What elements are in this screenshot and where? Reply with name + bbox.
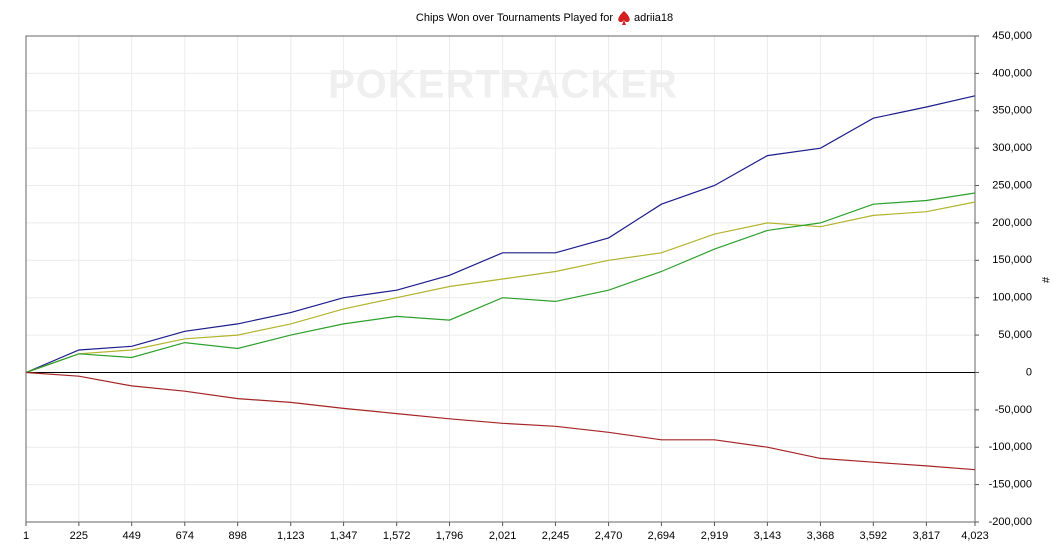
- y-tick-label: -100,000: [989, 441, 1032, 453]
- player-name: adriia18: [634, 12, 673, 24]
- x-tick-label: 674: [176, 530, 194, 542]
- x-tick-label: 2,694: [648, 530, 676, 542]
- y-tick-label: 50,000: [998, 329, 1032, 341]
- x-tick-label: 3,817: [913, 530, 941, 542]
- x-tick-label: 1: [23, 530, 29, 542]
- y-axis-label: #: [1039, 277, 1051, 284]
- y-tick-label: 300,000: [992, 142, 1032, 154]
- x-tick-label: 3,592: [860, 530, 888, 542]
- plot-frame: [25, 35, 976, 523]
- y-tick-label: -200,000: [989, 516, 1032, 528]
- y-tick-label: 150,000: [992, 254, 1032, 266]
- series-line: [25, 371, 976, 471]
- series-line: [25, 95, 976, 374]
- x-tick-label: 1,123: [277, 530, 305, 542]
- y-tick-label: -150,000: [989, 479, 1032, 491]
- y-tick-label: 400,000: [992, 67, 1032, 79]
- x-tick-label: 2,919: [701, 530, 729, 542]
- x-tick-label: 449: [123, 530, 141, 542]
- chart-title: Chips Won over Tournaments Played for: [416, 12, 613, 24]
- x-tick-label: 3,143: [754, 530, 782, 542]
- x-tick-label: 2,470: [595, 530, 623, 542]
- y-tick-label: -50,000: [995, 404, 1032, 416]
- series-line: [25, 201, 976, 374]
- x-tick-label: 2,021: [489, 530, 517, 542]
- y-tick-label: 100,000: [992, 292, 1032, 304]
- x-tick-label: 1,347: [330, 530, 358, 542]
- x-tick-label: 2,245: [542, 530, 570, 542]
- x-tick-label: 1,796: [436, 530, 464, 542]
- y-tick-label: 250,000: [992, 179, 1032, 191]
- y-tick-label: 350,000: [992, 105, 1032, 117]
- x-tick-label: 225: [70, 530, 88, 542]
- y-tick-label: 450,000: [992, 30, 1032, 42]
- x-tick-label: 1,572: [383, 530, 411, 542]
- series-line: [25, 192, 976, 374]
- x-tick-label: 898: [228, 530, 246, 542]
- spade-icon: [618, 11, 630, 25]
- y-tick-label: 200,000: [992, 217, 1032, 229]
- x-tick-label: 4,023: [961, 530, 989, 542]
- y-tick-label: 0: [1026, 366, 1032, 378]
- x-tick-label: 3,368: [807, 530, 835, 542]
